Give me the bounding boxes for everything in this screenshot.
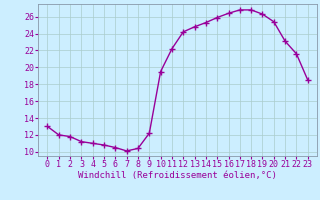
X-axis label: Windchill (Refroidissement éolien,°C): Windchill (Refroidissement éolien,°C) bbox=[78, 171, 277, 180]
